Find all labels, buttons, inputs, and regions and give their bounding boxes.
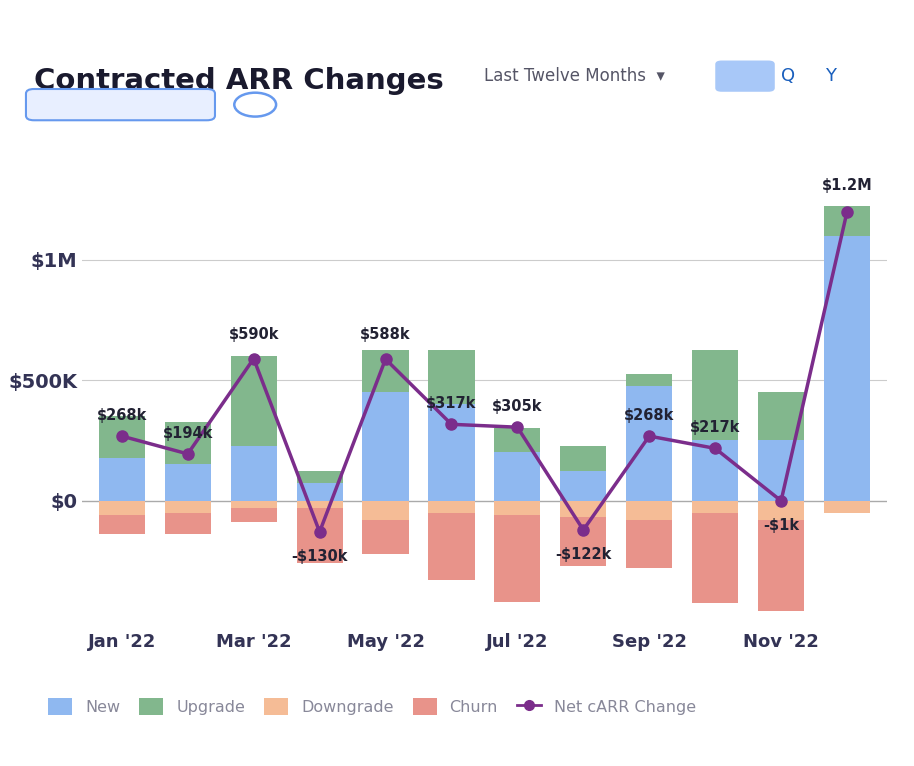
Bar [758, 440, 804, 501]
Bar [494, 515, 540, 601]
Bar [363, 520, 409, 554]
Bar [165, 512, 211, 534]
Text: Last Twelve Months  ▾: Last Twelve Months ▾ [484, 67, 665, 85]
Bar [165, 464, 211, 501]
Bar [560, 501, 606, 517]
Bar [429, 501, 474, 512]
Text: $305k: $305k [492, 399, 543, 414]
Text: $268k: $268k [97, 408, 147, 423]
Bar [230, 447, 277, 501]
Text: -$1k: -$1k [763, 518, 799, 532]
Text: Q: Q [781, 67, 795, 85]
Bar [165, 422, 211, 464]
Bar [692, 501, 739, 512]
Bar [230, 501, 277, 508]
Bar [296, 501, 343, 508]
Text: $317k: $317k [426, 396, 476, 411]
Bar [758, 520, 804, 611]
Bar [758, 392, 804, 440]
Bar [824, 236, 870, 501]
Text: $1.2M: $1.2M [822, 178, 872, 192]
Bar [626, 386, 673, 501]
Bar [296, 470, 343, 483]
Text: Y: Y [824, 67, 835, 85]
Text: $217k: $217k [690, 420, 740, 435]
Text: M: M [736, 67, 754, 85]
Bar [99, 501, 145, 515]
Bar [824, 206, 870, 236]
Text: Contracted ARR Changes: Contracted ARR Changes [34, 67, 444, 96]
Bar [429, 404, 474, 501]
Text: -$130k: -$130k [292, 548, 348, 564]
Bar [230, 508, 277, 522]
Text: $590k: $590k [228, 327, 279, 342]
Bar [560, 447, 606, 470]
Bar [758, 501, 804, 520]
Bar [230, 356, 277, 447]
Text: AcvCategory  ▾: AcvCategory ▾ [39, 97, 165, 112]
Bar [296, 483, 343, 501]
Bar [626, 375, 673, 386]
Legend: New, Upgrade, Downgrade, Churn, Net cARR Change: New, Upgrade, Downgrade, Churn, Net cARR… [42, 692, 702, 722]
Bar [626, 501, 673, 520]
Bar [99, 515, 145, 534]
Bar [99, 459, 145, 501]
Bar [824, 501, 870, 512]
Bar [626, 520, 673, 568]
Bar [363, 392, 409, 501]
Text: $268k: $268k [624, 408, 675, 423]
Bar [363, 501, 409, 520]
Bar [692, 512, 739, 603]
Text: -$122k: -$122k [555, 547, 611, 561]
Bar [494, 428, 540, 453]
Text: +: + [247, 95, 263, 114]
FancyBboxPatch shape [26, 89, 215, 120]
Text: $588k: $588k [360, 327, 410, 342]
Bar [165, 501, 211, 512]
Bar [692, 440, 739, 501]
Bar [363, 350, 409, 392]
Bar [560, 517, 606, 565]
FancyBboxPatch shape [716, 61, 775, 92]
Text: $194k: $194k [163, 426, 213, 440]
Bar [429, 512, 474, 580]
Circle shape [234, 93, 276, 116]
Bar [99, 417, 145, 459]
Bar [429, 350, 474, 404]
Bar [692, 350, 739, 440]
Bar [494, 501, 540, 515]
Bar [494, 453, 540, 501]
Bar [296, 508, 343, 563]
Bar [560, 470, 606, 501]
